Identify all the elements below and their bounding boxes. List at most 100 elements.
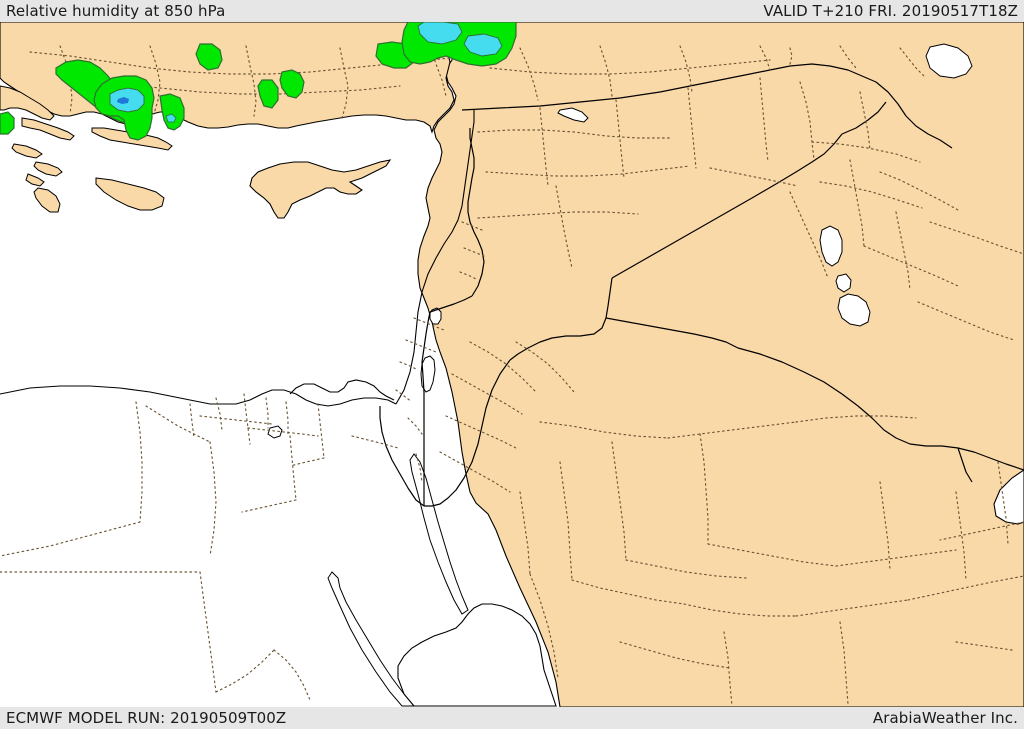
border-syria-jordan xyxy=(509,277,613,361)
admin-egypt-sinai xyxy=(351,435,399,449)
land-rhodes xyxy=(33,187,61,213)
admin-turkey-m xyxy=(839,45,857,69)
admin-saudi-n xyxy=(879,481,891,571)
admin-iraq-j xyxy=(917,301,1015,341)
attribution-label: ArabiaWeather Inc. xyxy=(872,708,1018,727)
contour-blue-marmara-center xyxy=(117,97,129,104)
admin-israel-b xyxy=(405,339,437,353)
admin-turkey-d xyxy=(245,45,257,117)
admin-saudi-a xyxy=(539,421,669,439)
contour-green-west-edge xyxy=(0,111,15,135)
admin-syria-f xyxy=(477,211,639,219)
admin-saudi-o xyxy=(955,491,967,581)
admin-egypt-l xyxy=(265,397,269,429)
admin-syria-d xyxy=(687,87,697,169)
admin-saudi-d xyxy=(699,433,709,545)
admin-egypt-p xyxy=(317,403,325,459)
admin-saudi-b xyxy=(667,421,797,439)
country-border-group xyxy=(379,63,1024,507)
coastline-detail-group xyxy=(0,110,475,407)
contour-cyan-taurus xyxy=(165,113,177,123)
admin-israel-e xyxy=(407,417,423,435)
border-lebanon-syria xyxy=(467,128,485,297)
admin-turkey-n xyxy=(899,47,925,77)
water-red-sea xyxy=(397,603,557,707)
admin-syria-g xyxy=(555,185,573,269)
admin-turkey-a xyxy=(29,51,471,75)
contour-green-taurus xyxy=(159,93,185,131)
admin-saudi-t xyxy=(529,573,559,679)
admin-egypt-j xyxy=(243,393,251,445)
border-israel-lebanon xyxy=(429,295,473,313)
admin-iraq-c xyxy=(859,91,871,151)
contour-green-ne-coast xyxy=(279,69,305,99)
water-lake-van xyxy=(925,43,973,79)
footer-band: ECMWF MODEL RUN: 20190509T00Z ArabiaWeat… xyxy=(0,707,1024,729)
border-syria-iraq xyxy=(611,133,843,279)
border-jordan-iraq xyxy=(605,317,739,349)
admin-saudi-v xyxy=(955,641,1013,651)
border-saudi-kuwait xyxy=(957,447,973,483)
admin-israel-a xyxy=(413,317,445,331)
admin-saudi-k xyxy=(683,603,797,617)
admin-israel-d xyxy=(395,389,413,403)
inland-water-group xyxy=(267,43,1024,707)
header-band: Relative humidity at 850 hPa VALID T+210… xyxy=(0,0,1024,22)
map-canvas[interactable] xyxy=(0,22,1024,707)
admin-saudi-j xyxy=(571,579,685,605)
admin-egypt-a xyxy=(135,401,143,523)
water-lake-tharthar xyxy=(819,225,843,267)
admin-turkey-c xyxy=(149,45,161,115)
admin-jordan-b xyxy=(469,341,537,393)
model-run-label: ECMWF MODEL RUN: 20190509T00Z xyxy=(6,708,287,727)
admin-egypt-k xyxy=(247,427,319,437)
admin-egypt-o xyxy=(241,499,297,513)
border-saudi-iraq xyxy=(737,347,1024,471)
water-lake-qarun xyxy=(267,425,283,439)
admin-syria-h xyxy=(759,77,769,163)
admin-egypt-h xyxy=(199,415,273,425)
land-aegean-island-b xyxy=(33,161,63,177)
admin-turkey-e xyxy=(339,47,349,119)
admin-jordan-d xyxy=(445,415,517,449)
admin-egypt-n xyxy=(289,435,297,501)
admin-egypt-i xyxy=(215,397,223,431)
border-turkey-syria-east xyxy=(841,101,887,135)
admin-jordan-a xyxy=(515,341,575,393)
land-aegean-island-c xyxy=(25,173,45,187)
land-aegean-peninsula-a xyxy=(0,85,55,121)
admin-israel-c xyxy=(399,361,419,371)
admin-jordan-e xyxy=(439,451,511,493)
admin-syria-e xyxy=(485,165,691,177)
admin-iraq-i xyxy=(929,221,1024,255)
admin-iraq-k xyxy=(789,191,829,279)
admin-egypt-g xyxy=(189,403,195,439)
border-jordan-israel xyxy=(421,311,431,506)
land-cyprus xyxy=(249,159,392,219)
admin-syria-a xyxy=(477,129,671,139)
water-lake-habbaniyah xyxy=(837,293,871,327)
page-title: Relative humidity at 850 hPa xyxy=(6,1,226,20)
border-turkey-syria xyxy=(461,65,791,111)
admin-saudi-c xyxy=(795,415,917,423)
admin-lebanon-b xyxy=(463,247,485,257)
admin-egypt-r xyxy=(215,649,275,693)
admin-saudi-s xyxy=(519,491,531,575)
admin-iraq-h xyxy=(863,245,959,287)
coastline-north-africa xyxy=(0,385,397,407)
contour-cyan-black-sea-a xyxy=(417,22,463,45)
admin-saudi-u xyxy=(997,461,1009,545)
admin-egypt-e xyxy=(145,405,211,443)
water-lake-razazah xyxy=(835,273,852,293)
admin-saudi-f xyxy=(835,549,957,567)
admin-saudi-l xyxy=(795,599,909,617)
contour-cyan-black-sea-b xyxy=(463,33,503,57)
contour-green-west-pontic xyxy=(195,43,223,71)
border-israel-egypt xyxy=(379,406,425,507)
admin-turkey-i xyxy=(599,45,613,97)
admin-lebanon-c xyxy=(459,271,479,281)
admin-egypt-m xyxy=(285,401,289,437)
admin-syria-c xyxy=(615,99,625,179)
admin-syria-i xyxy=(709,167,799,187)
admin-iraq-a xyxy=(799,81,815,161)
